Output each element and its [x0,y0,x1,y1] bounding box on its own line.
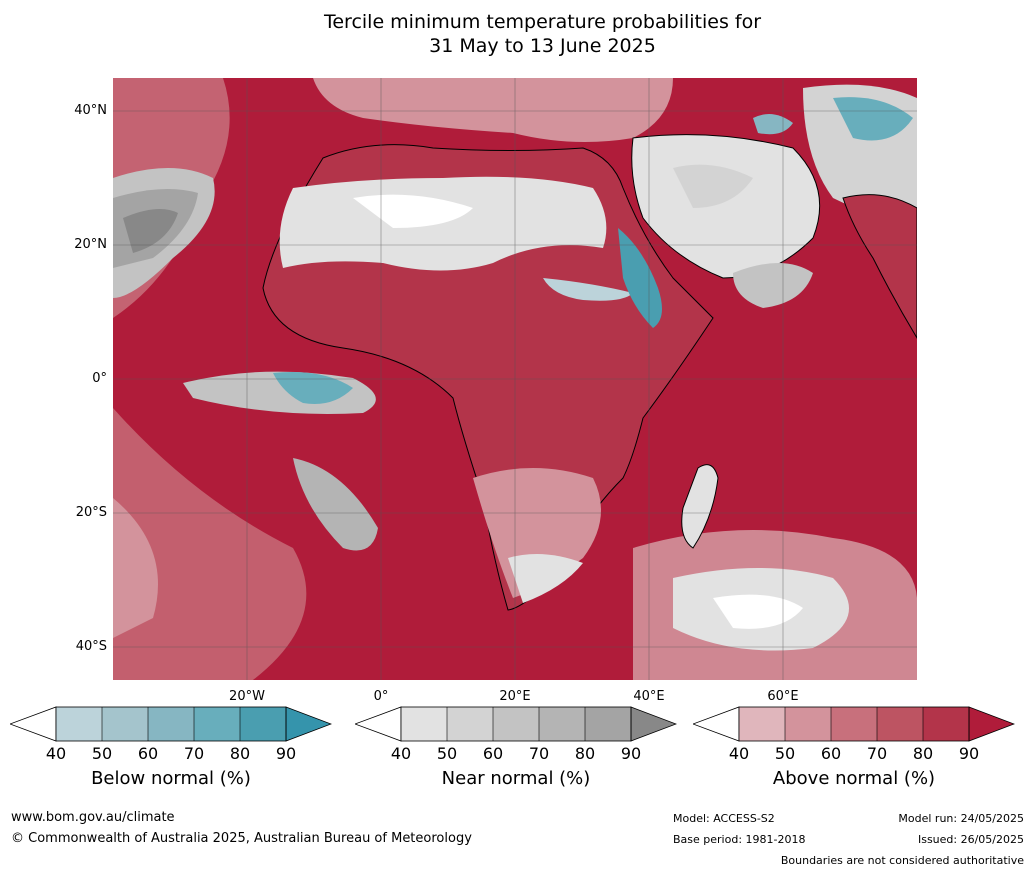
colorbar-swatch [401,707,447,741]
tick-label: 40 [45,744,67,763]
lon-label-60e: 60°E [767,689,799,704]
tick-label: 50 [436,744,458,763]
colorbar-min-extension [693,706,740,742]
tick-label: 70 [183,744,205,763]
below-normal-region [618,228,662,328]
colorbar-swatch [102,707,148,741]
colorbar-dividers [101,707,241,741]
tick-label: 60 [820,744,842,763]
colorbar-swatch [493,707,539,741]
below-normal-region [273,372,353,404]
lon-label-20w: 20°W [229,689,265,704]
tick-label: 40 [728,744,750,763]
light-red-region [113,498,158,638]
title-line-2: 31 May to 13 June 2025 [429,35,656,57]
footer-boundaries-note: Boundaries are not considered authoritat… [780,854,1024,867]
below-normal-region [543,278,633,301]
footer-issued: Issued: 26/05/2025 [917,833,1024,846]
near-normal-region [733,263,813,308]
colorbar-swatch [785,707,831,741]
lat-label-20n: 20°N [74,237,107,252]
light-red-region [113,408,307,680]
footer-copyright: © Commonwealth of Australia 2025, Austra… [11,831,472,846]
tick-label: 80 [574,744,596,763]
colorbar-swatch [585,707,631,741]
colorbar-near-normal [355,706,677,742]
colorbar-frame [738,706,970,742]
white-region [713,594,803,629]
colorbar-title-above: Above normal (%) [772,768,936,789]
footer-model: Model: ACCESS-S2 [673,812,775,825]
colorbar-swatch [877,707,923,741]
near-normal-region [293,458,378,551]
lat-label-0: 0° [92,371,107,386]
colorbar-swatch [194,707,240,741]
tick-label: 90 [958,744,980,763]
near-normal-region [673,164,753,208]
colorbar-min-extension [355,706,402,742]
map-title: Tercile minimum temperature probabilitie… [0,10,1035,58]
colorbar-dividers [784,707,924,741]
colorbar-swatch [831,707,877,741]
graticule [113,78,917,680]
tick-label: 50 [91,744,113,763]
colorbar-swatch [739,707,785,741]
colorbar-max-extension [968,706,1015,742]
tick-label: 80 [229,744,251,763]
near-normal-region [508,554,583,603]
tick-label: 50 [774,744,796,763]
footer-url: www.bom.gov.au/climate [11,810,175,825]
colorbar-swatch [447,707,493,741]
madagascar [681,464,719,549]
colorbar-above-normal [693,706,1015,742]
lat-label-40s: 40°S [75,639,107,654]
colorbar-frame [400,706,632,742]
white-region [353,194,473,228]
tick-label: 90 [275,744,297,763]
colorbar-below-normal [10,706,332,742]
tick-label: 40 [390,744,412,763]
tick-label: 80 [912,744,934,763]
lat-label-20s: 20°S [75,505,107,520]
tick-label: 60 [482,744,504,763]
probability-map [113,78,917,680]
colorbar-swatch [240,707,286,741]
colorbar-dividers [446,707,586,741]
tick-label: 60 [137,744,159,763]
tick-label: 70 [866,744,888,763]
lon-label-0: 0° [373,689,389,704]
footer-model-run: Model run: 24/05/2025 [898,812,1024,825]
near-normal-region [123,209,178,253]
tick-label: 70 [528,744,550,763]
lon-label-40e: 40°E [633,689,665,704]
colorbar-swatch [148,707,194,741]
colorbar-min-extension [10,706,57,742]
map-canvas [113,78,917,680]
footer-base-period: Base period: 1981-2018 [673,833,806,846]
india-landmass [842,194,917,339]
tick-label: 90 [620,744,642,763]
lon-label-20e: 20°E [499,689,531,704]
colorbar-swatch [923,707,969,741]
colorbar-title-below: Below normal (%) [91,768,251,789]
colorbar-max-extension [285,706,332,742]
below-normal-region [833,97,913,141]
title-line-1: Tercile minimum temperature probabilitie… [323,11,762,33]
lat-label-40n: 40°N [74,103,107,118]
colorbar-max-extension [630,706,677,742]
colorbar-swatch [539,707,585,741]
colorbar-swatch [56,707,102,741]
light-red-region [313,78,673,142]
colorbar-title-near: Near normal (%) [441,768,591,789]
colorbar-frame [55,706,287,742]
